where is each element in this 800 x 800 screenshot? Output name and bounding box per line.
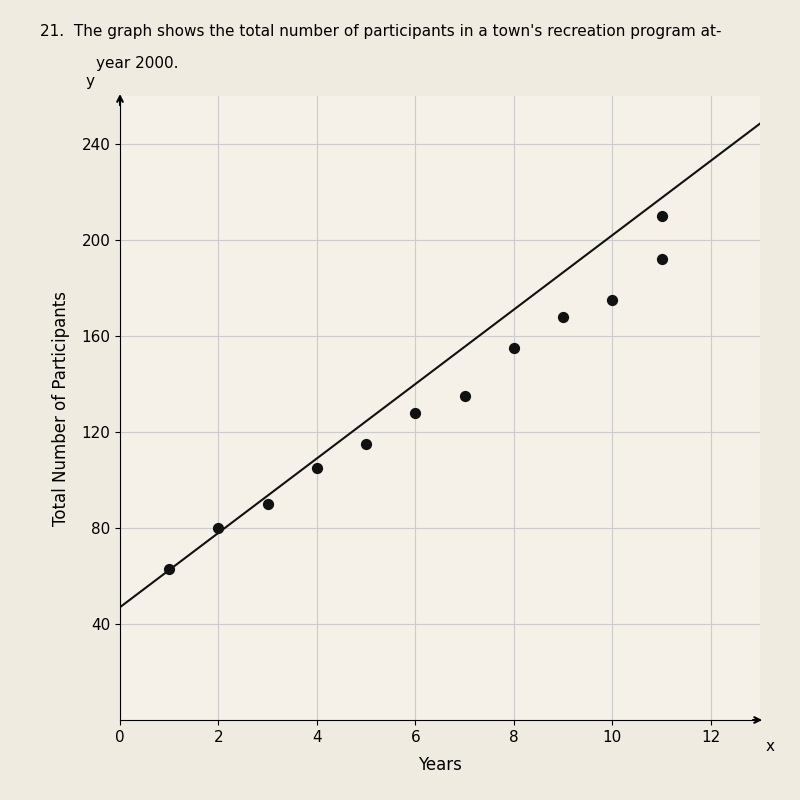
Point	[262, 498, 274, 510]
Point	[409, 406, 422, 419]
Text: x: x	[766, 739, 774, 754]
Point	[310, 462, 323, 474]
Point	[606, 294, 618, 306]
Y-axis label: Total Number of Participants: Total Number of Participants	[52, 290, 70, 526]
Text: 21.  The graph shows the total number of participants in a town's recreation pro: 21. The graph shows the total number of …	[40, 24, 722, 39]
Point	[557, 310, 570, 323]
Point	[655, 253, 668, 266]
Point	[507, 342, 520, 354]
Point	[655, 210, 668, 222]
X-axis label: Years: Years	[418, 756, 462, 774]
Point	[163, 562, 176, 575]
Text: y: y	[86, 74, 95, 89]
Point	[212, 522, 225, 534]
Point	[360, 438, 373, 450]
Point	[458, 390, 471, 402]
Text: year 2000.: year 2000.	[96, 56, 178, 71]
